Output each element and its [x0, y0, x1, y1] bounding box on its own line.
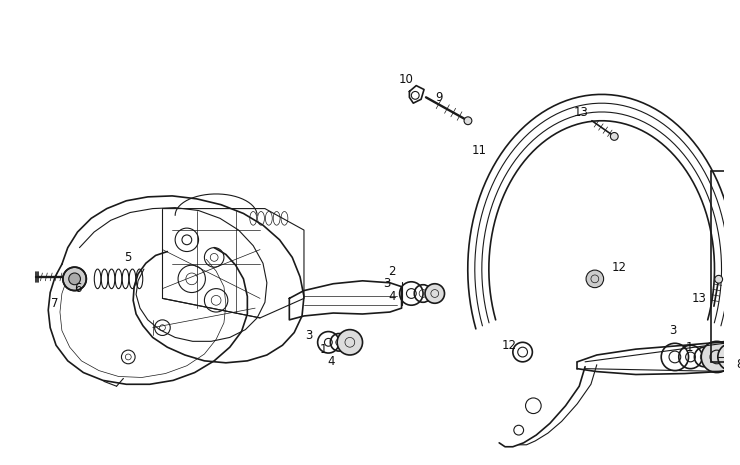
Text: 11: 11: [472, 144, 487, 157]
Text: 13: 13: [574, 106, 588, 120]
Text: 9: 9: [435, 91, 443, 104]
Circle shape: [702, 341, 733, 372]
Text: 3: 3: [669, 324, 676, 337]
Text: 3: 3: [383, 277, 391, 290]
Text: 1: 1: [686, 341, 693, 354]
Text: 7: 7: [51, 297, 58, 310]
Text: 12: 12: [612, 261, 627, 273]
Circle shape: [63, 267, 87, 291]
Circle shape: [715, 275, 722, 283]
Text: 12: 12: [502, 339, 517, 352]
Text: 5: 5: [124, 251, 132, 264]
Text: 4: 4: [388, 290, 396, 303]
Text: 6: 6: [74, 282, 81, 295]
Text: 3: 3: [305, 329, 312, 342]
Text: 8: 8: [736, 358, 740, 371]
Text: 2: 2: [388, 265, 396, 278]
Circle shape: [425, 284, 445, 303]
Text: 1: 1: [320, 343, 327, 356]
Circle shape: [718, 343, 740, 371]
Circle shape: [69, 273, 81, 285]
Text: 10: 10: [399, 73, 414, 86]
Text: 13: 13: [692, 292, 707, 305]
Circle shape: [610, 133, 618, 140]
Text: 4: 4: [328, 355, 335, 368]
Circle shape: [337, 330, 363, 355]
Circle shape: [586, 270, 604, 288]
Circle shape: [464, 117, 472, 125]
